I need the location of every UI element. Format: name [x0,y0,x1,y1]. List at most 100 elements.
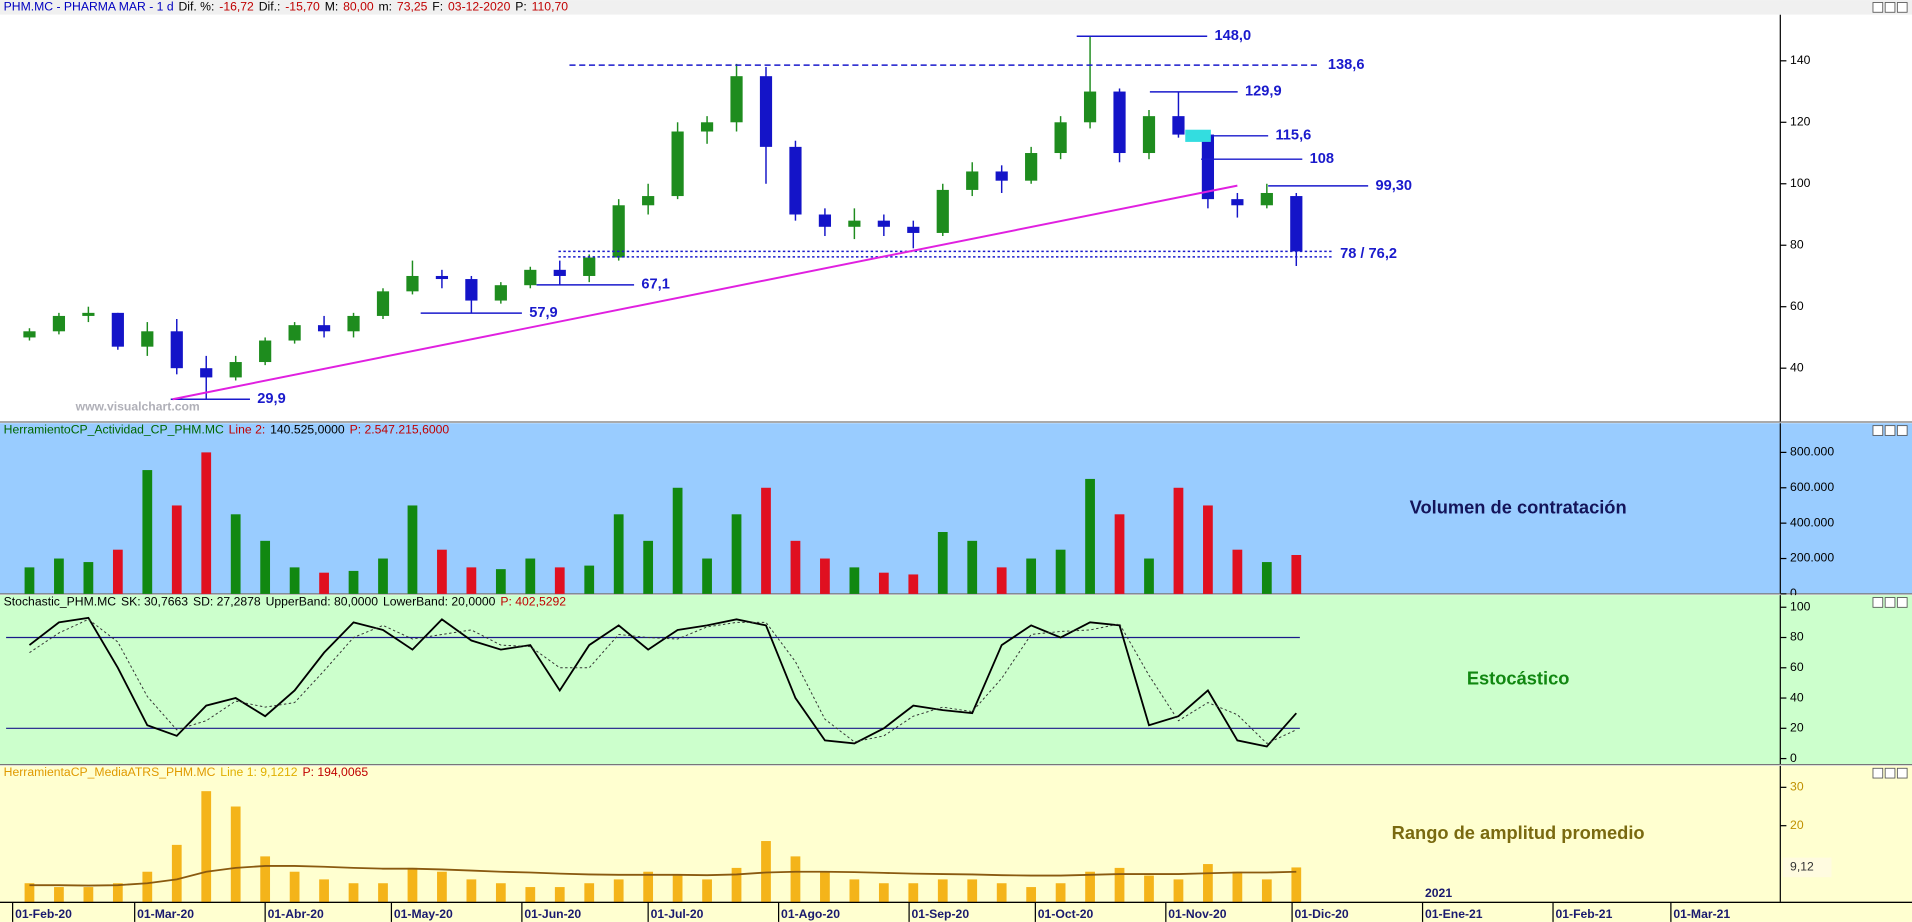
bar [1144,875,1154,903]
window-button[interactable] [1872,597,1884,608]
window-button[interactable] [1872,767,1884,779]
bar [112,883,123,903]
bar [24,567,35,594]
y-tick-label: 60 [1790,660,1804,674]
bar [83,887,94,903]
bar [230,806,241,903]
bar [142,871,153,903]
level-label: 148,0 [1215,28,1252,44]
bar [1173,487,1184,594]
bar [1203,864,1213,903]
candle-body [111,312,124,347]
bar [525,558,536,594]
candle-body [759,76,773,147]
window-button[interactable] [1872,2,1884,13]
header-item: 140.525,0000 [270,423,345,437]
candle-body [553,269,566,276]
panel-bg [0,14,1912,422]
bar [967,540,978,594]
header-item: Line 1: 9,1212 [220,765,297,779]
bar [260,856,271,903]
header-item: P: 402,5292 [500,595,566,609]
window-button[interactable] [1884,597,1896,608]
panel-bg [0,765,1912,903]
candle-body [818,214,832,227]
level-label: 138,6 [1328,57,1365,73]
header-item: 110,70 [532,0,569,14]
candle-body [52,315,66,332]
bar [201,791,212,903]
watermark: www.visualchart.com [75,400,200,414]
bar [495,569,506,594]
y-tick-label: 800.000 [1790,445,1834,459]
header-item: SK: 30,7663 [121,595,188,609]
candle-body [995,171,1008,181]
bar [201,452,212,594]
bar [54,887,64,903]
bar [1085,478,1095,594]
bar [996,883,1007,903]
bar [1232,871,1243,903]
x-tick-label: 01-Abr-20 [268,907,324,921]
x-tick-label: 01-Mar-21 [1673,907,1730,921]
window-button[interactable] [1896,425,1908,436]
header-item: P: [515,0,527,14]
top-bar [0,0,1912,15]
bar [584,883,595,903]
header-item: 03-12-2020 [448,0,511,14]
window-button[interactable] [1896,2,1908,13]
window-button[interactable] [1884,425,1896,436]
header-item: P: 2.547.215,6000 [350,423,450,437]
window-button[interactable] [1884,2,1896,13]
candle-body [789,146,802,215]
panel-title: Estocástico [1467,668,1570,689]
y-tick-label: 120 [1790,115,1811,129]
panel-header: Stochastic_PHM.MC SK: 30,7663 SD: 27,2878 U… [4,595,567,609]
bar [554,567,565,594]
bar [613,514,624,594]
candle-body [524,269,537,286]
window-button[interactable] [1896,597,1908,608]
candle-body [435,275,449,280]
candle-body [1142,116,1156,154]
candle-body [907,226,920,233]
bar [790,856,801,903]
level-label: 57,9 [529,305,557,321]
header-item: PHM.MC - PHARMA MAR - 1 d [4,0,174,14]
trendline [172,184,1238,401]
y-tick-label: 30 [1790,780,1804,794]
bar [1291,867,1302,903]
window-button[interactable] [1872,425,1884,436]
header-item: Stochastic_PHM.MC [4,595,117,609]
bar [1114,867,1125,903]
bar [761,487,771,594]
bar [937,879,948,903]
candle-body [200,368,213,378]
header-item: -15,70 [285,0,320,14]
bar [1291,554,1302,594]
candle-body [141,331,154,347]
bar [54,558,64,594]
bar [878,883,889,903]
x-tick-label: 01-Oct-20 [1038,907,1094,921]
bar [407,867,418,903]
y-tick-label: 20 [1790,818,1804,832]
level-label: 129,9 [1245,84,1282,100]
header-item: UpperBand: 80,0000 [266,595,379,609]
window-button[interactable] [1884,767,1896,779]
candle-body [1025,153,1038,181]
bar [731,514,742,594]
header-item: m: [379,0,393,14]
window-button[interactable] [1896,767,1908,779]
bar [1173,879,1184,903]
y-tick-label: 400.000 [1790,515,1834,529]
level-label: 67,1 [641,277,669,293]
bar [437,871,447,903]
candle-body [1113,91,1126,154]
bar [319,879,329,903]
bar [83,562,94,594]
candle-body [82,312,95,316]
candle-body [494,285,507,301]
bar [112,549,123,594]
bar [1261,879,1272,903]
